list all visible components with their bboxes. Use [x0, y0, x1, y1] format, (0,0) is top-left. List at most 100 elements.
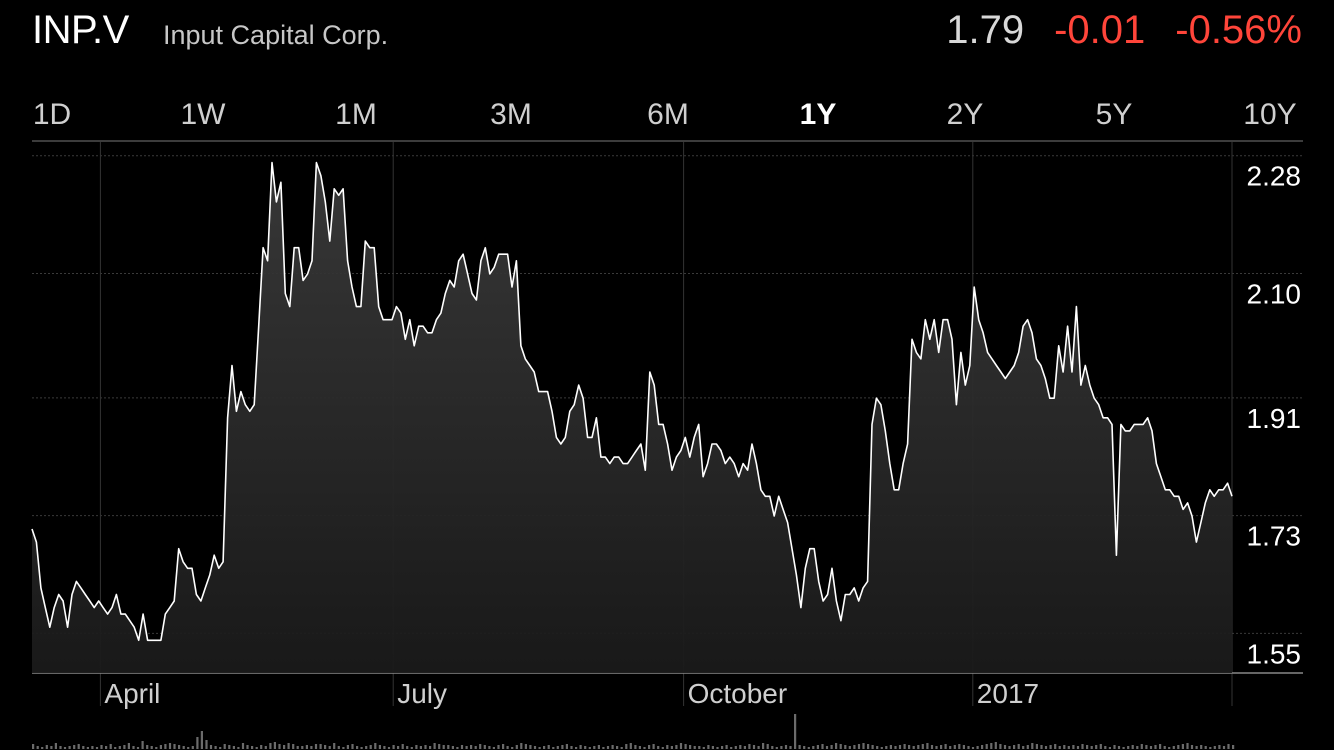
volume-bar	[328, 746, 331, 749]
volume-bar	[579, 745, 582, 749]
volume-bar	[757, 746, 760, 749]
volume-bar	[789, 746, 792, 749]
range-tab-1m[interactable]: 1M	[335, 98, 377, 131]
volume-bar	[935, 746, 938, 749]
volume-bar	[867, 744, 870, 749]
volume-bar	[702, 747, 705, 749]
volume-bar	[1072, 745, 1075, 749]
volume-bar	[1181, 744, 1184, 749]
volume-bar	[953, 745, 956, 749]
volume-bar	[880, 747, 883, 749]
range-tab-6m[interactable]: 6M	[647, 98, 689, 131]
volume-bar	[921, 744, 924, 749]
volume-bar	[570, 746, 573, 749]
volume-bar	[926, 743, 929, 749]
volume-bar	[251, 746, 254, 749]
volume-bar	[803, 746, 806, 749]
range-tab-1d[interactable]: 1D	[32, 98, 72, 131]
volume-bar	[1222, 746, 1226, 749]
volume-bar	[652, 744, 655, 749]
volume-bar	[1190, 745, 1194, 749]
volume-bar	[1127, 746, 1130, 749]
range-tab-10y[interactable]: 10Y	[1243, 98, 1297, 131]
volume-bar	[1095, 745, 1098, 749]
volume-bar	[930, 745, 934, 749]
volume-bar	[492, 747, 495, 749]
volume-bar	[1026, 745, 1029, 749]
volume-bar	[1058, 746, 1061, 749]
volume-bar	[264, 746, 267, 749]
volume-bar	[82, 746, 85, 749]
volume-bar	[356, 746, 359, 749]
volume-bar	[693, 746, 696, 749]
volume-bar	[406, 746, 409, 749]
volume-bar	[392, 745, 395, 749]
volume-bar	[474, 746, 477, 749]
volume-bar	[593, 746, 596, 749]
volume-bar	[200, 731, 203, 749]
volume-bar	[433, 743, 436, 749]
volume-bar	[661, 747, 664, 749]
volume-bar	[962, 745, 965, 749]
range-tab-1y[interactable]: 1Y	[799, 98, 837, 131]
range-tab-2y[interactable]: 2Y	[946, 98, 984, 131]
volume-bar	[825, 746, 829, 749]
volume-bar	[1213, 746, 1216, 749]
volume-bar	[1108, 747, 1111, 749]
volume-bar	[862, 743, 865, 749]
volume-bar	[912, 746, 915, 749]
volume-bar	[725, 745, 728, 749]
volume-bar	[401, 744, 404, 749]
volume-bar	[410, 747, 413, 749]
volume-bar	[976, 746, 979, 749]
volume-bar	[246, 745, 249, 749]
volume-bar	[657, 746, 660, 749]
volume-bar	[794, 714, 797, 749]
volume-bar	[597, 745, 600, 749]
range-tab-1w[interactable]: 1W	[180, 98, 226, 131]
volume-bar	[397, 746, 400, 749]
volume-bar	[447, 745, 450, 749]
volume-bar	[1186, 743, 1189, 749]
volume-bar	[575, 747, 578, 749]
volume-bar	[716, 747, 719, 749]
volume-bar	[232, 746, 235, 749]
volume-bar	[638, 746, 641, 749]
volume-bar	[470, 745, 473, 749]
volume-bar	[351, 744, 354, 749]
volume-bar	[100, 745, 103, 749]
volume-bar	[648, 745, 651, 749]
range-tab-5y[interactable]: 5Y	[1095, 98, 1133, 131]
volume-bar	[187, 747, 190, 749]
volume-bar	[283, 745, 286, 749]
volume-bar	[1172, 746, 1175, 749]
volume-bar	[707, 745, 710, 749]
volume-bar	[730, 747, 733, 749]
volume-bar	[488, 746, 491, 749]
volume-bar	[556, 746, 559, 749]
volume-bar	[502, 744, 505, 749]
volume-bar	[45, 745, 48, 749]
volume-bar	[1145, 745, 1148, 749]
volume-bar	[940, 745, 943, 749]
volume-bar	[807, 747, 810, 749]
volume-bar	[898, 745, 902, 749]
volume-bar	[848, 746, 851, 749]
volume-bar	[77, 744, 80, 749]
volume-bar	[105, 746, 108, 749]
volume-bar	[155, 747, 158, 749]
volume-bar	[1209, 747, 1212, 749]
volume-bar	[456, 747, 459, 749]
volume-bar	[1131, 745, 1134, 749]
volume-bar	[620, 747, 623, 749]
x-tick-label: April	[104, 678, 160, 709]
volume-bar	[305, 745, 308, 749]
volume-bar	[123, 745, 126, 749]
volume-bar	[337, 746, 340, 749]
volume-bar	[830, 745, 833, 749]
volume-bar	[419, 746, 422, 749]
volume-bar	[1076, 746, 1080, 749]
volume-bar	[1218, 745, 1221, 749]
range-tab-3m[interactable]: 3M	[490, 98, 532, 131]
volume-bar	[821, 744, 824, 749]
